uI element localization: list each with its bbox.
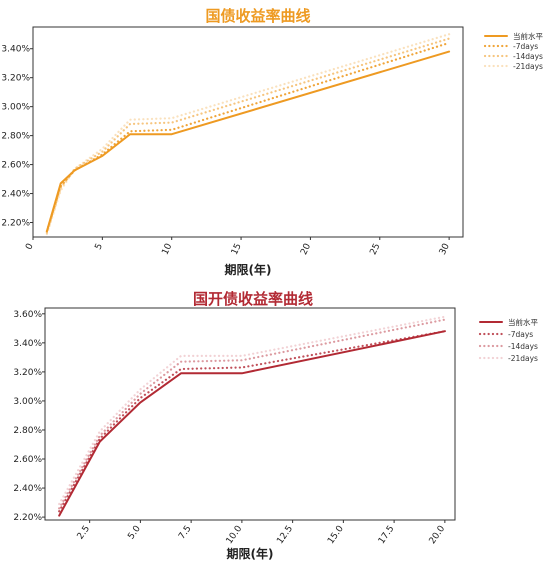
series-line-0 xyxy=(45,50,451,233)
series-line-3 xyxy=(58,315,446,506)
x-tick-label: 30 xyxy=(438,242,452,257)
x-tick-label: 2.5 xyxy=(76,524,92,541)
y-tick-label: 3.20% xyxy=(1,74,30,84)
treasury-yield-chart: 国债收益率曲线 2.20% 2.40% 2.60% 2.80% 3.00% 3.20% 3.4… xyxy=(1,7,543,277)
y-tick-label: 3.00% xyxy=(13,397,42,407)
legend-label-0: 当前水平 xyxy=(508,317,538,327)
series-line-1 xyxy=(58,330,446,513)
legend-label-1: -7days xyxy=(508,330,533,339)
y-tick-label: 2.20% xyxy=(1,219,30,229)
y-tick-label: 2.60% xyxy=(13,455,42,465)
x-tick-label: 15.0 xyxy=(326,524,346,546)
series-line-0 xyxy=(58,330,446,517)
y-tick-label: 2.40% xyxy=(1,190,30,200)
legend: 当前水平 -7days -14days -21days xyxy=(478,317,538,363)
y-tick-label: 3.20% xyxy=(13,368,42,378)
x-tick-label: 5 xyxy=(94,242,105,251)
y-tick-label: 2.20% xyxy=(13,513,42,523)
plot-frame xyxy=(44,307,456,521)
x-tick-label: 20 xyxy=(299,242,313,257)
x-tick-label: 10.0 xyxy=(225,524,245,546)
series-line-1 xyxy=(45,41,451,233)
y-tick-label: 2.40% xyxy=(13,484,42,494)
legend-label-3: -21days xyxy=(508,354,538,363)
y-tick-label: 3.60% xyxy=(13,310,42,320)
series-line-2 xyxy=(45,37,451,234)
x-tick-label: 17.5 xyxy=(377,524,397,546)
y-tick-label: 2.80% xyxy=(1,132,30,142)
legend-label-2: -14days xyxy=(508,342,538,351)
plot-frame xyxy=(32,26,464,238)
x-tick-label: 10 xyxy=(161,242,175,257)
policy-bank-yield-chart: 国开债收益率曲线 2.20% 2.40% 2.60% 2.80% 3.00% 3.20% 3.… xyxy=(13,290,538,561)
x-tick-label: 5.0 xyxy=(126,524,143,542)
legend-label-3: -21days xyxy=(513,62,543,71)
x-tick-label: 0 xyxy=(24,242,36,252)
y-tick-label: 2.60% xyxy=(1,161,30,171)
x-tick-label: 25 xyxy=(369,242,383,257)
x-axis-label: 期限(年) xyxy=(225,262,272,277)
y-tick-label: 2.80% xyxy=(13,426,42,436)
x-tick-label: 12.5 xyxy=(275,524,295,546)
x-tick-label: 15 xyxy=(230,242,244,257)
legend-label-0: 当前水平 xyxy=(513,31,543,41)
legend-label-1: -7days xyxy=(513,42,538,51)
x-tick-label: 7.5 xyxy=(177,524,193,541)
series-line-2 xyxy=(58,318,446,510)
y-tick-label: 3.40% xyxy=(13,339,42,349)
legend-label-2: -14days xyxy=(513,52,543,61)
x-tick-label: 20.0 xyxy=(428,524,448,546)
legend: 当前水平-7days-14days-21days xyxy=(483,31,543,71)
chart-title: 国开债收益率曲线 xyxy=(193,290,313,308)
y-tick-label: 3.40% xyxy=(1,45,30,55)
x-axis-label: 期限(年) xyxy=(227,546,274,561)
series-line-3 xyxy=(45,33,451,236)
y-tick-label: 3.00% xyxy=(1,103,30,113)
chart-title: 国债收益率曲线 xyxy=(205,7,310,25)
